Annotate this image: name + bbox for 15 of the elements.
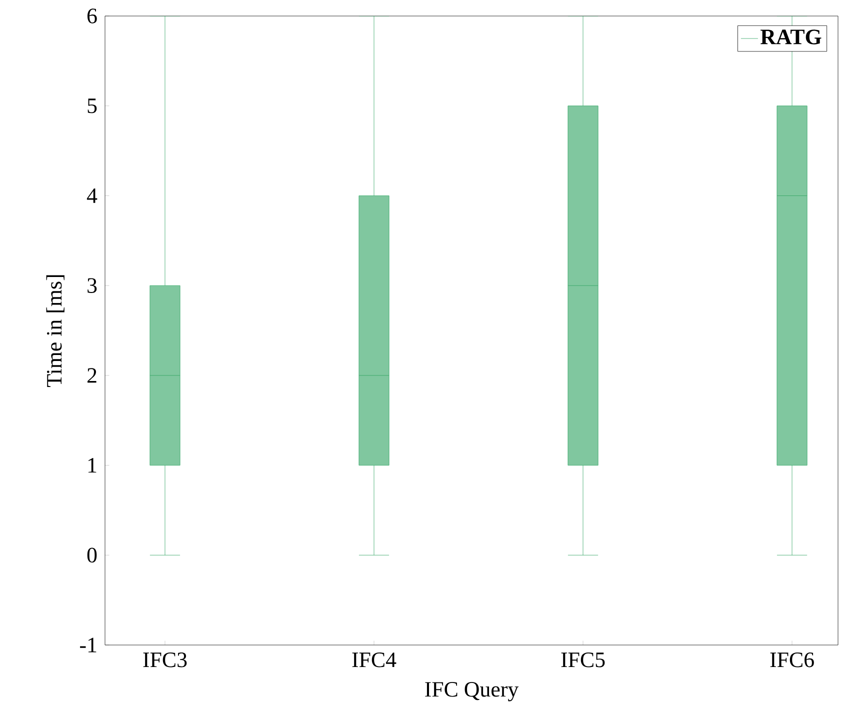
x-tick-label: IFC4 (352, 652, 396, 668)
y-tick-label: 1 (88, 458, 96, 473)
y-tick-label: 6 (87, 8, 97, 24)
legend-label: RATG (760, 30, 822, 44)
y-tick-label: 2 (88, 368, 96, 383)
y-tick-label: 5 (88, 98, 97, 114)
y-tick-label: 0 (87, 548, 97, 563)
y-axis-title: Time in [ms] (46, 275, 64, 387)
y-tick-label: 4 (86, 188, 98, 203)
x-axis-title: IFC Query (425, 682, 519, 702)
x-tick-label: IFC5 (561, 652, 605, 668)
x-tick-label: IFC3 (143, 652, 187, 668)
y-tick-label: 3 (88, 278, 97, 293)
x-tick-label: IFC6 (770, 652, 814, 668)
y-tick-label: -1 (80, 638, 96, 652)
